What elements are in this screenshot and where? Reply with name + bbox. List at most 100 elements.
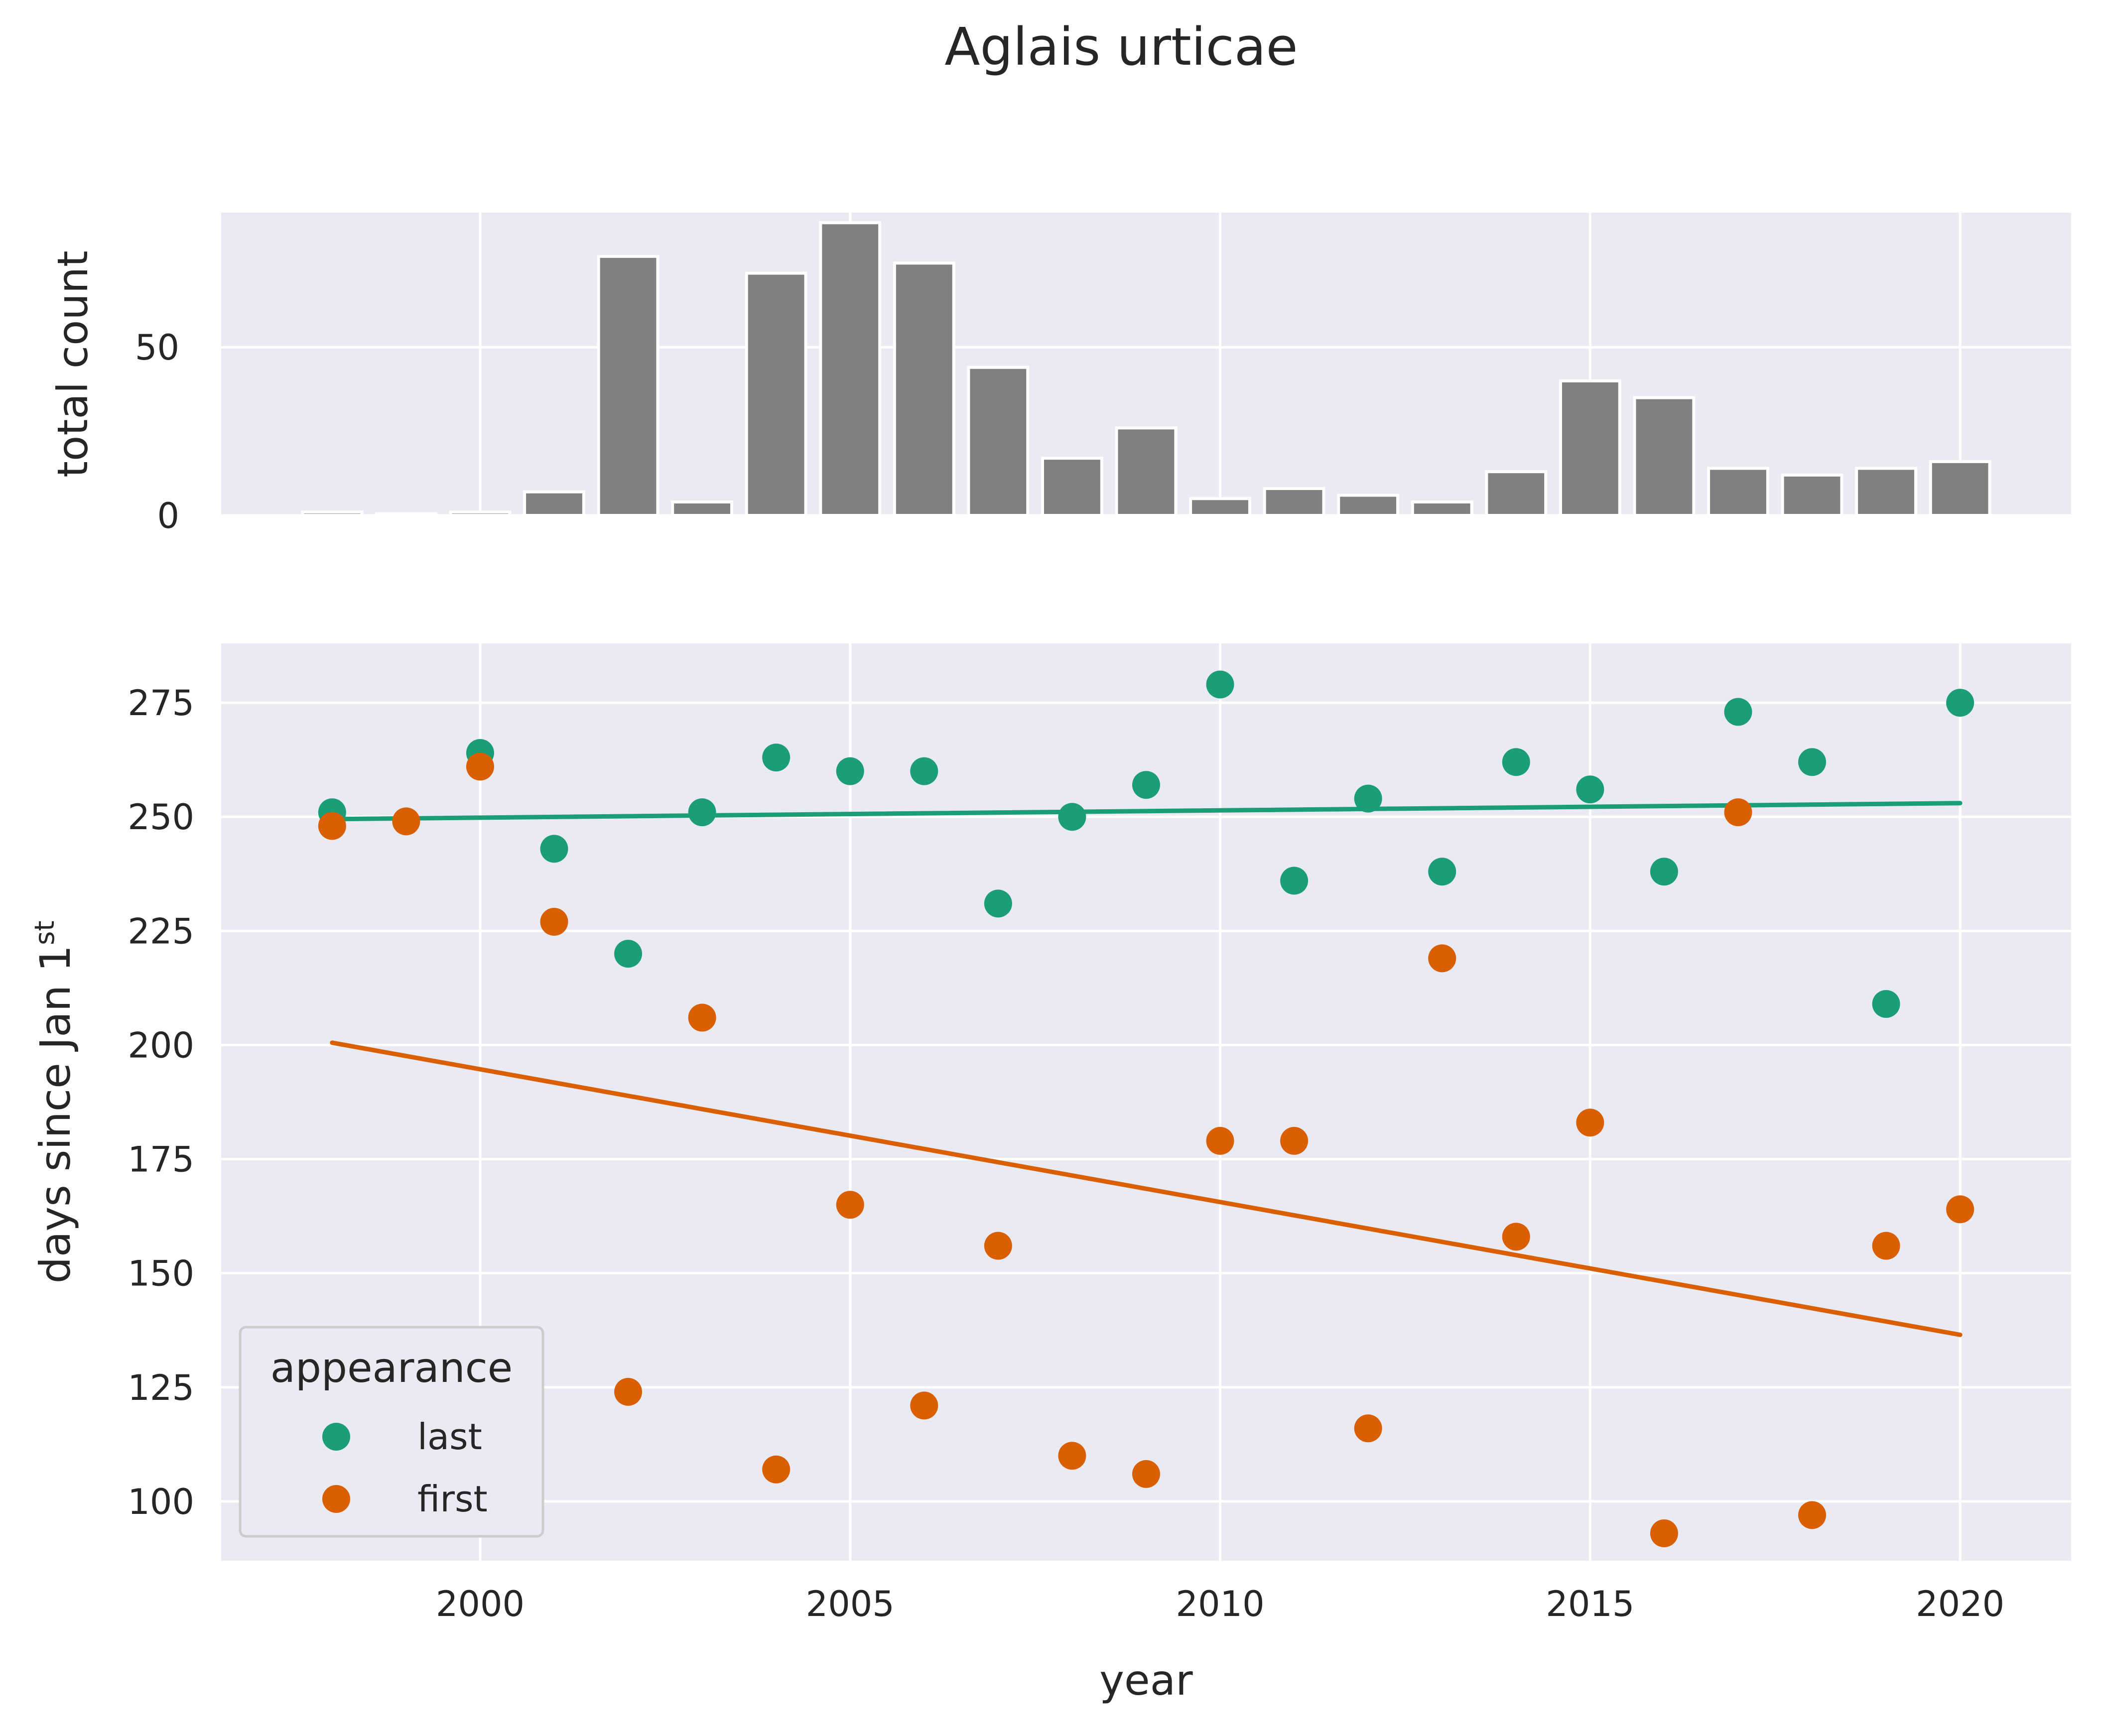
bottom-y-tick-labels: 100 125 150 175 200 225 250 275 — [128, 683, 194, 1522]
count-bar-2019 — [1855, 467, 1918, 517]
bottom-y-tick-label: 250 — [128, 797, 194, 838]
point-last-2016 — [1650, 858, 1678, 886]
figure-title: Aglais urticae — [944, 16, 1298, 77]
point-first-2006 — [910, 1391, 938, 1420]
x-tick-label: 2010 — [1176, 1584, 1264, 1624]
x-tick-label: 2015 — [1546, 1584, 1634, 1624]
point-last-2020 — [1946, 689, 1974, 717]
trend-line-first — [330, 1040, 1963, 1337]
legend-marker-first — [322, 1485, 350, 1513]
count-bar-2015 — [1559, 379, 1621, 517]
point-first-2002 — [614, 1377, 643, 1406]
count-bar-2000 — [449, 510, 512, 517]
point-last-2019 — [1872, 990, 1900, 1018]
bottom-y-tick-label: 150 — [128, 1253, 194, 1294]
point-first-2010 — [1206, 1126, 1234, 1155]
bottom-y-tick-label: 175 — [128, 1139, 194, 1180]
bottom-y-tick-label: 225 — [128, 911, 194, 952]
point-last-2010 — [1206, 670, 1234, 699]
top-y-tick-labels: 0 50 — [135, 327, 179, 536]
bottom-y-tick-label: 275 — [128, 683, 194, 724]
legend-label-first: first — [417, 1478, 488, 1520]
point-first-2003 — [688, 1003, 716, 1032]
count-bar-1998 — [301, 510, 364, 517]
x-axis-label: year — [1099, 1656, 1193, 1705]
count-bars — [301, 221, 1991, 517]
count-bar-2017 — [1707, 467, 1769, 517]
point-first-2012 — [1354, 1414, 1382, 1443]
point-first-2019 — [1872, 1232, 1900, 1260]
point-last-2002 — [614, 940, 643, 968]
y-axis-label-main: days since Jan 1 — [31, 945, 80, 1284]
point-last-2001 — [540, 835, 568, 863]
top-y-tick-label: 0 — [157, 496, 179, 536]
point-first-2018 — [1798, 1501, 1827, 1529]
count-bar-2008 — [1041, 457, 1103, 517]
point-last-2004 — [762, 744, 790, 772]
point-last-2014 — [1502, 748, 1530, 776]
point-first-1999 — [392, 807, 420, 836]
point-last-2015 — [1576, 775, 1604, 804]
top-y-axis-label: total count — [48, 250, 97, 478]
point-last-2006 — [910, 757, 938, 785]
point-first-2009 — [1132, 1460, 1160, 1488]
point-first-2004 — [762, 1455, 790, 1484]
x-tick-labels: 2000 2005 2010 2015 2020 — [436, 1584, 2004, 1624]
count-bar-2005 — [819, 221, 882, 517]
legend-box — [239, 1326, 544, 1538]
x-tick-label: 2000 — [436, 1584, 525, 1624]
bottom-y-axis-label: days since Jan 1st — [29, 921, 80, 1284]
point-last-2009 — [1132, 771, 1160, 799]
bottom-y-tick-label: 100 — [128, 1482, 194, 1522]
point-first-2020 — [1946, 1195, 1974, 1224]
legend: appearance last first — [239, 1326, 544, 1538]
count-bar-2014 — [1485, 470, 1548, 517]
y-axis-label-superscript: st — [29, 921, 60, 945]
legend-title: appearance — [270, 1345, 513, 1392]
count-bar-2006 — [893, 261, 955, 517]
point-last-2012 — [1354, 784, 1382, 813]
count-bar-2004 — [745, 271, 807, 517]
trend-lines — [330, 801, 1963, 1337]
point-first-2000 — [466, 752, 494, 781]
count-bar-2012 — [1337, 494, 1400, 517]
bottom-y-tick-label: 125 — [128, 1367, 194, 1408]
x-tick-label: 2020 — [1916, 1584, 2004, 1624]
point-first-2014 — [1502, 1223, 1530, 1251]
point-first-2007 — [984, 1232, 1012, 1260]
appearance-scatter-panel: 100 125 150 175 200 225 250 275 2000 2005 2010 201… — [29, 643, 2071, 1705]
point-first-2005 — [836, 1191, 864, 1219]
count-bar-2013 — [1411, 500, 1473, 517]
count-bar-2016 — [1633, 396, 1696, 517]
count-bar-2007 — [967, 366, 1030, 517]
bottom-y-tick-label: 200 — [128, 1025, 194, 1066]
point-last-2008 — [1058, 803, 1086, 831]
point-first-2013 — [1428, 944, 1456, 973]
point-first-2015 — [1576, 1109, 1604, 1137]
count-bar-2009 — [1115, 426, 1178, 517]
count-bar-panel: 0 50 total count — [48, 213, 2071, 536]
point-first-1998 — [318, 812, 346, 840]
legend-marker-last — [322, 1423, 350, 1451]
count-bar-2020 — [1929, 460, 1991, 517]
point-first-2008 — [1058, 1442, 1086, 1470]
scatter-points — [318, 670, 1974, 1548]
count-bar-2010 — [1189, 497, 1251, 517]
count-bar-2011 — [1263, 487, 1325, 517]
point-last-2005 — [836, 757, 864, 785]
count-bar-2018 — [1781, 473, 1843, 517]
point-last-2018 — [1798, 748, 1827, 776]
legend-label-last: last — [417, 1416, 482, 1458]
point-last-2013 — [1428, 858, 1456, 886]
point-first-2011 — [1280, 1126, 1309, 1155]
point-first-2016 — [1650, 1519, 1678, 1548]
bottom-grid — [221, 643, 2071, 1561]
x-tick-label: 2005 — [806, 1584, 895, 1624]
count-bar-1999 — [375, 512, 437, 517]
trend-line-last — [330, 801, 1963, 822]
count-bar-2003 — [671, 500, 734, 517]
point-first-2001 — [540, 908, 568, 936]
count-bar-2002 — [597, 254, 659, 517]
point-last-2007 — [984, 889, 1012, 918]
